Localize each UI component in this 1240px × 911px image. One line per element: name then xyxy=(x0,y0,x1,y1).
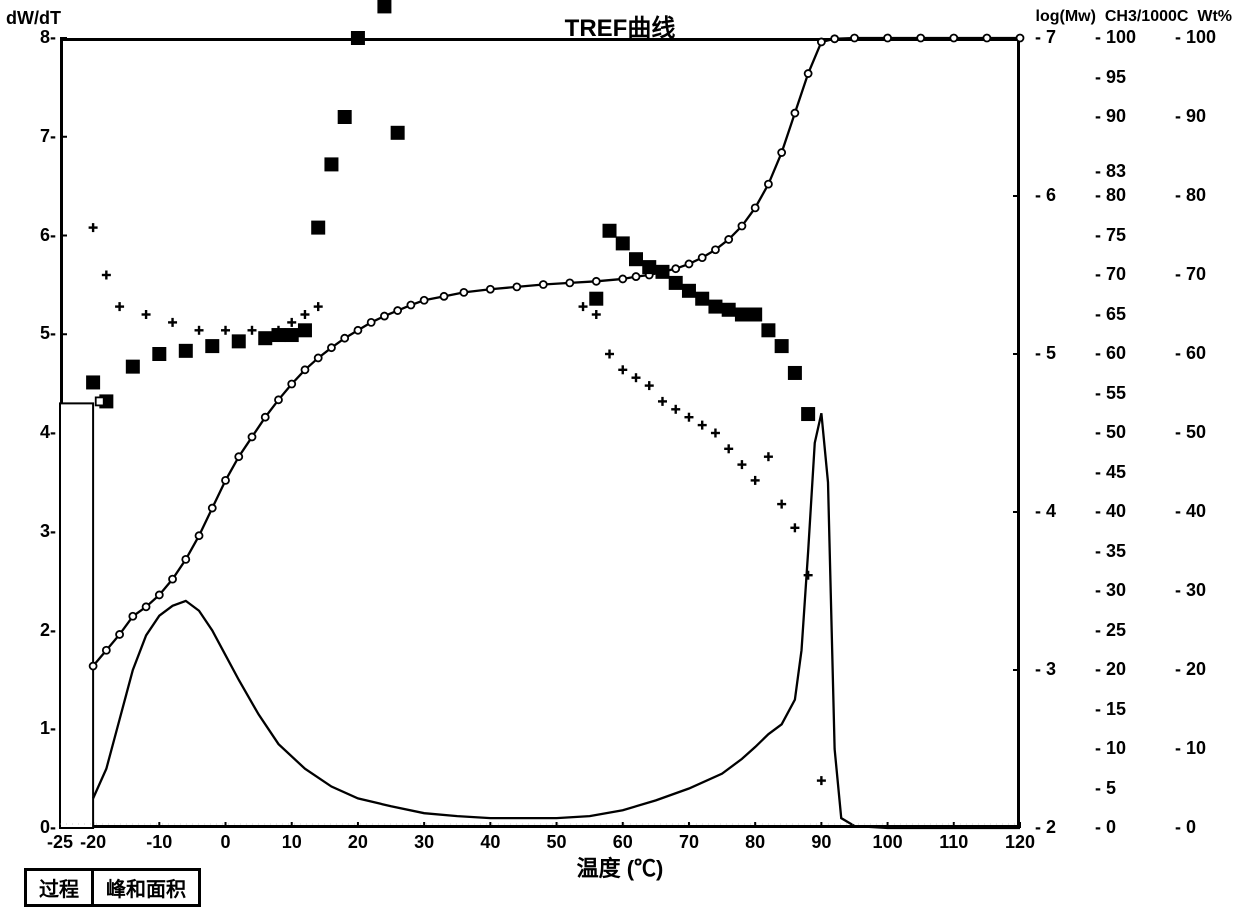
tick-label: - 90 xyxy=(1175,106,1206,127)
tick-label: 30 xyxy=(414,832,434,853)
tick-label: 8- xyxy=(40,27,56,48)
tick-label: - 15 xyxy=(1095,699,1126,720)
tick-label: - 50 xyxy=(1175,422,1206,443)
tick-label: 10 xyxy=(282,832,302,853)
tick-label: - 25 xyxy=(1095,620,1126,641)
tick-label: - 75 xyxy=(1095,225,1126,246)
tick-label: - 20 xyxy=(1175,659,1206,680)
tick-label: 5- xyxy=(40,323,56,344)
tick-label: - 70 xyxy=(1095,264,1126,285)
tick-label: 80 xyxy=(745,832,765,853)
tick-label: - 6 xyxy=(1035,185,1056,206)
tick-label: 90 xyxy=(811,832,831,853)
tick-label: - 100 xyxy=(1175,27,1216,48)
tick-label: - 20 xyxy=(1095,659,1126,680)
plot-svg xyxy=(60,38,1020,828)
tick-label: - 60 xyxy=(1095,343,1126,364)
tick-label: - 70 xyxy=(1175,264,1206,285)
tick-label: -10 xyxy=(146,832,172,853)
tick-label: - 40 xyxy=(1095,501,1126,522)
tick-label: - 0 xyxy=(1175,817,1196,838)
tick-label: 1- xyxy=(40,718,56,739)
tick-label: - 83 xyxy=(1095,161,1126,182)
tick-label: 2- xyxy=(40,620,56,641)
tick-label: - 60 xyxy=(1175,343,1206,364)
tick-label: - 35 xyxy=(1095,541,1126,562)
process-button[interactable]: 过程 xyxy=(24,868,94,907)
button-row: 过程 峰和面积 xyxy=(24,868,198,907)
tick-label: - 100 xyxy=(1095,27,1136,48)
tick-label: - 10 xyxy=(1095,738,1126,759)
tick-label: - 90 xyxy=(1095,106,1126,127)
tick-label: 3- xyxy=(40,521,56,542)
tick-label: - 5 xyxy=(1095,778,1116,799)
tick-label: 6- xyxy=(40,225,56,246)
tick-label: 120 xyxy=(1005,832,1035,853)
peak-area-button[interactable]: 峰和面积 xyxy=(91,868,201,907)
tick-label: - 55 xyxy=(1095,383,1126,404)
tick-label: - 45 xyxy=(1095,462,1126,483)
tick-label: 20 xyxy=(348,832,368,853)
tick-label: - 80 xyxy=(1175,185,1206,206)
tick-label: 0 xyxy=(221,832,231,853)
tick-label: 100 xyxy=(873,832,903,853)
tick-label: 0- xyxy=(40,817,56,838)
tick-label: - 40 xyxy=(1175,501,1206,522)
y-right-labels: log(Mw) CH3/1000C Wt% xyxy=(1036,8,1232,26)
tick-label: - 10 xyxy=(1175,738,1206,759)
tick-label: 7- xyxy=(40,126,56,147)
tick-label: -20 xyxy=(80,832,106,853)
y-left-label: dW/dT xyxy=(6,8,61,29)
tick-label: 4- xyxy=(40,422,56,443)
tick-label: - 80 xyxy=(1095,185,1126,206)
tick-label: - 4 xyxy=(1035,501,1056,522)
tick-label: - 30 xyxy=(1095,580,1126,601)
tick-label: - 95 xyxy=(1095,67,1126,88)
tick-label: - 65 xyxy=(1095,304,1126,325)
tick-label: - 5 xyxy=(1035,343,1056,364)
tick-label: - 30 xyxy=(1175,580,1206,601)
tick-label: 70 xyxy=(679,832,699,853)
tick-label: 110 xyxy=(939,832,968,853)
tick-label: - 0 xyxy=(1095,817,1116,838)
tick-label: - 3 xyxy=(1035,659,1056,680)
tick-label: 50 xyxy=(547,832,567,853)
x-axis-label: 温度 (℃) xyxy=(577,851,664,883)
tick-label: - 2 xyxy=(1035,817,1056,838)
tick-label: 60 xyxy=(613,832,633,853)
tick-label: - 7 xyxy=(1035,27,1056,48)
chart-container: TREF曲线 dW/dT log(Mw) CH3/1000C Wt% 温度 (℃… xyxy=(0,0,1240,911)
tick-label: - 50 xyxy=(1095,422,1126,443)
tick-label: 40 xyxy=(480,832,500,853)
